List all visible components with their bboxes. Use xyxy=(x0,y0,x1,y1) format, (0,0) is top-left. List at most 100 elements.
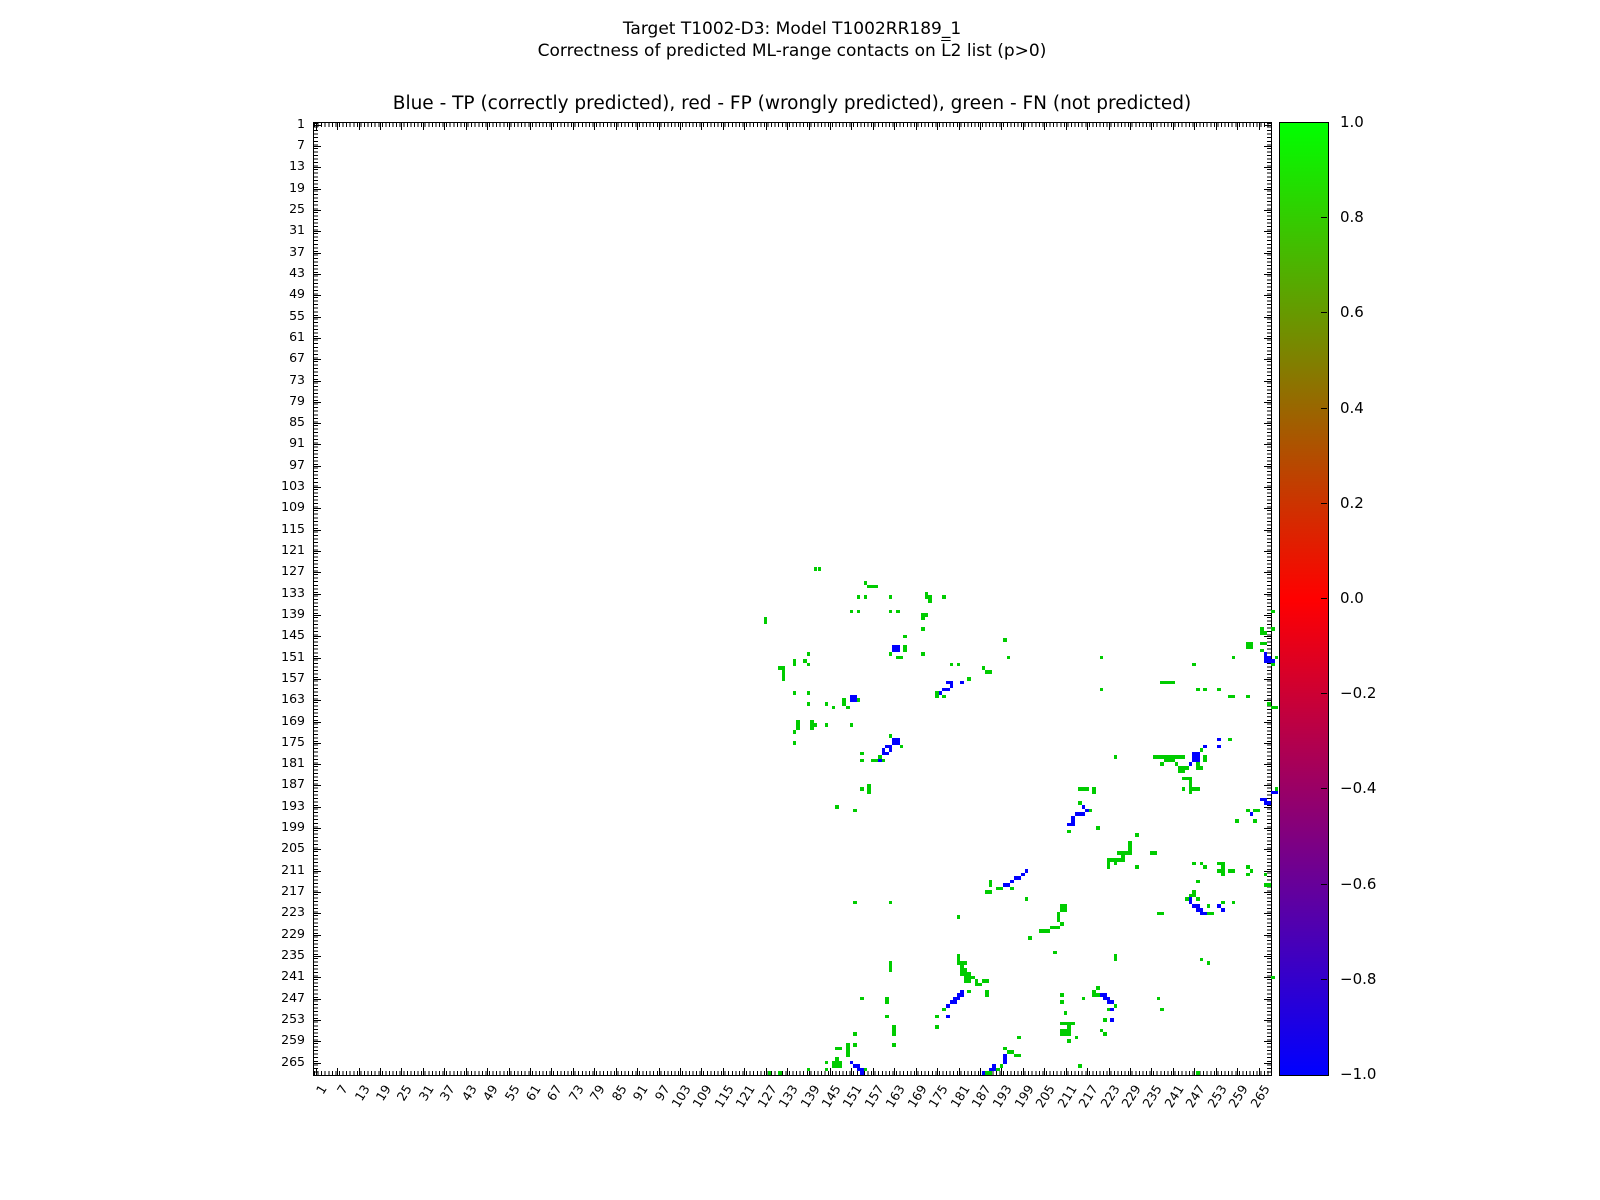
x-major-tick xyxy=(701,1068,703,1075)
tp-point xyxy=(853,698,857,702)
fn-point xyxy=(1063,1032,1068,1036)
x-major-tick xyxy=(658,123,660,130)
fn-point xyxy=(1260,648,1264,653)
fn-point xyxy=(867,783,872,788)
x-major-tick xyxy=(1194,1068,1196,1075)
tp-point xyxy=(1017,876,1022,880)
contact-map-plot xyxy=(313,122,1279,1076)
fn-point xyxy=(963,961,968,965)
fn-point xyxy=(999,1064,1004,1068)
colorbar-tick xyxy=(1321,693,1327,695)
fn-point xyxy=(956,954,961,958)
tp-point xyxy=(992,1067,997,1072)
fn-point xyxy=(1088,808,1093,813)
tp-point xyxy=(1006,883,1011,887)
tp-point xyxy=(853,694,857,699)
colorbar-tick xyxy=(1321,217,1327,219)
x-major-tick xyxy=(1151,123,1153,130)
fn-point xyxy=(796,723,800,727)
y-major-tick xyxy=(1264,167,1271,169)
x-major-tick xyxy=(722,123,724,130)
fn-point xyxy=(863,581,868,585)
fn-point xyxy=(1174,762,1179,766)
y-major-tick xyxy=(1264,806,1271,808)
fn-point xyxy=(824,702,829,706)
tp-point xyxy=(1188,897,1193,901)
fn-point xyxy=(1106,1007,1111,1012)
y-major-tick xyxy=(314,614,321,616)
colorbar-tick-label: 0.0 xyxy=(1340,589,1364,607)
fn-point xyxy=(1221,861,1225,866)
fn-point xyxy=(1196,1071,1200,1075)
fn-point xyxy=(1181,776,1186,781)
fn-point xyxy=(1071,1021,1075,1026)
fn-point xyxy=(1185,776,1189,781)
fn-point xyxy=(892,1025,897,1029)
fn-point xyxy=(1106,858,1111,862)
x-major-tick xyxy=(358,1068,360,1075)
x-major-tick xyxy=(380,123,382,130)
fn-point xyxy=(1231,868,1236,873)
y-major-tick xyxy=(1264,231,1271,233)
y-major-tick xyxy=(314,146,321,148)
fn-point xyxy=(792,730,797,734)
fn-point xyxy=(892,1028,897,1033)
fn-point xyxy=(838,1064,843,1068)
tp-point xyxy=(1085,808,1089,813)
tp-point xyxy=(1003,1057,1007,1061)
fn-point xyxy=(1006,1050,1011,1054)
fn-point xyxy=(1249,868,1254,873)
fn-point xyxy=(1113,858,1118,862)
tp-point xyxy=(1106,1000,1111,1004)
fn-point xyxy=(967,677,972,681)
x-major-tick xyxy=(979,123,981,130)
fn-point xyxy=(1156,911,1161,916)
fn-point xyxy=(849,723,854,727)
y-tick-label: 103 xyxy=(281,478,305,494)
tp-point xyxy=(1196,751,1200,756)
fn-point xyxy=(1067,829,1072,834)
x-major-tick xyxy=(1065,1068,1067,1075)
fn-point xyxy=(985,670,989,674)
y-major-tick xyxy=(1264,444,1271,446)
y-major-tick xyxy=(314,998,321,1000)
tp-point xyxy=(1267,659,1271,663)
fn-point xyxy=(1246,865,1250,869)
tp-point xyxy=(892,737,897,742)
fn-point xyxy=(1092,993,1097,997)
x-major-tick xyxy=(465,123,467,130)
fn-point xyxy=(888,609,893,614)
x-major-tick xyxy=(1044,123,1046,130)
y-tick-label: 127 xyxy=(281,563,305,579)
y-tick-label: 217 xyxy=(281,883,305,899)
tp-point xyxy=(1203,744,1207,749)
fn-point xyxy=(888,964,893,969)
fn-point xyxy=(1188,783,1193,788)
fn-point xyxy=(1113,755,1118,759)
y-major-tick xyxy=(1264,487,1271,489)
y-major-tick xyxy=(314,252,321,254)
fn-point xyxy=(1010,886,1014,891)
fn-point xyxy=(792,741,797,745)
x-major-tick xyxy=(937,123,939,130)
fn-point xyxy=(796,726,800,731)
fn-point xyxy=(1231,655,1236,660)
fn-point xyxy=(1063,1028,1068,1033)
y-major-tick xyxy=(1264,913,1271,915)
x-major-tick xyxy=(829,1068,831,1075)
y-tick-label: 73 xyxy=(289,371,305,387)
y-major-tick xyxy=(314,508,321,510)
y-tick-label: 1 xyxy=(297,115,305,131)
fn-point xyxy=(981,666,986,671)
x-major-tick xyxy=(551,123,553,130)
fn-point xyxy=(1160,755,1164,759)
tp-point xyxy=(949,1000,954,1004)
tp-point xyxy=(896,737,900,742)
tp-point xyxy=(1267,801,1271,806)
fn-point xyxy=(792,659,797,663)
fn-point xyxy=(1274,655,1279,660)
x-major-tick xyxy=(787,1068,789,1075)
y-major-tick xyxy=(1264,934,1271,936)
fn-point xyxy=(1196,787,1200,791)
fn-point xyxy=(996,886,1000,891)
